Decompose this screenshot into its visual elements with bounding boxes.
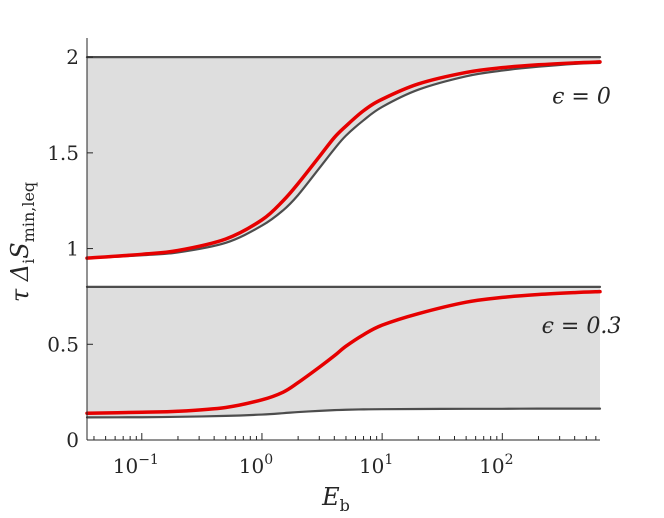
annotation-1: ϵ = 0.3: [542, 314, 622, 339]
series-line-eps03-3: [85, 289, 602, 415]
x-tick-label: 101: [359, 452, 393, 478]
x-tick-label: 100: [239, 452, 273, 478]
annotation-0: ϵ = 0: [552, 84, 611, 109]
y-axis-label: τ ΔiSmin,leq: [6, 182, 38, 302]
series-line-eps03-4: [85, 407, 602, 419]
y-axis-label-sub1: i: [19, 259, 38, 264]
series-line-eps0-1: [85, 61, 602, 260]
y-ticks: 0 0.5 1 1.5 2: [47, 45, 93, 452]
shaded-region-eps03: [87, 286, 600, 418]
y-axis-label-mid: S: [6, 242, 34, 258]
x-tick-label: 10−1: [113, 452, 159, 478]
series-lines: [85, 56, 602, 419]
y-tick-label: 0.5: [47, 332, 79, 356]
annotations: ϵ = 0 ϵ = 0.3: [542, 84, 622, 339]
x-ticks: 10−1 100 101 102: [93, 433, 597, 478]
shaded-regions: [87, 57, 600, 418]
x-axis-label: Eb: [321, 483, 350, 515]
axes: [86, 38, 600, 441]
series-line-eps0-0: [85, 60, 602, 260]
shaded-region-eps0: [87, 57, 600, 259]
x-axis-label-main: E: [321, 483, 340, 511]
y-axis-label-main: τ Δ: [6, 264, 34, 302]
x-axis-label-sub: b: [340, 496, 350, 515]
y-tick-label: 2: [66, 45, 79, 69]
y-tick-label: 1.5: [47, 141, 79, 165]
x-tick-label: 102: [479, 452, 513, 478]
y-tick-label: 0: [66, 428, 79, 452]
y-tick-label: 1: [66, 237, 79, 261]
y-axis-label-sub2: min,leq: [19, 182, 38, 243]
